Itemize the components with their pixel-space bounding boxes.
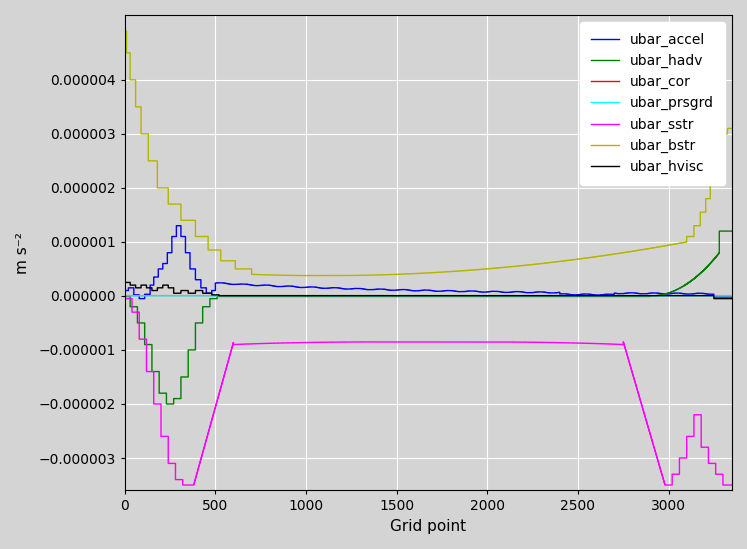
ubar_prsgrd: [695, 293, 704, 299]
X-axis label: Grid point: Grid point: [390, 519, 466, 534]
ubar_hvisc: [728, 295, 737, 302]
ubar_prsgrd: [728, 293, 737, 299]
ubar_hvisc: [120, 279, 129, 285]
ubar_hvisc: [551, 293, 560, 299]
ubar_accel: [552, 289, 561, 296]
ubar_hvisc: [695, 293, 704, 299]
ubar_hadv: [456, 293, 465, 300]
ubar_accel: [254, 282, 263, 289]
ubar_accel: [695, 290, 704, 296]
ubar_cor: [253, 293, 262, 299]
ubar_hadv: [253, 293, 262, 300]
ubar_cor: [710, 293, 719, 299]
ubar_bstr: [710, 158, 719, 164]
ubar_sstr: [253, 340, 262, 347]
ubar_hvisc: [456, 293, 465, 299]
ubar_hadv: [728, 228, 737, 234]
ubar_hadv: [695, 271, 704, 277]
ubar_accel: [456, 288, 465, 295]
ubar_prsgrd: [686, 293, 695, 299]
Line: ubar_hvisc: ubar_hvisc: [125, 282, 732, 299]
ubar_prsgrd: [551, 293, 560, 299]
ubar_hvisc: [710, 295, 719, 302]
ubar_bstr: [120, 28, 129, 35]
ubar_sstr: [179, 481, 187, 488]
ubar_prsgrd: [120, 293, 129, 299]
ubar_bstr: [456, 267, 465, 274]
ubar_hadv: [687, 277, 696, 284]
Line: ubar_hadv: ubar_hadv: [125, 231, 732, 404]
ubar_accel: [172, 222, 181, 229]
ubar_sstr: [552, 339, 561, 346]
ubar_cor: [695, 293, 704, 299]
ubar_hadv: [162, 401, 171, 407]
ubar_hadv: [710, 255, 719, 261]
ubar_bstr: [320, 272, 329, 279]
Line: ubar_accel: ubar_accel: [125, 226, 732, 299]
ubar_prsgrd: [456, 293, 465, 299]
ubar_prsgrd: [253, 293, 262, 299]
ubar_accel: [687, 291, 696, 298]
ubar_cor: [120, 293, 129, 299]
ubar_sstr: [710, 460, 719, 467]
ubar_cor: [686, 293, 695, 299]
ubar_accel: [120, 287, 129, 294]
ubar_cor: [551, 293, 560, 299]
ubar_sstr: [456, 339, 465, 345]
ubar_accel: [134, 295, 143, 302]
ubar_bstr: [695, 222, 704, 229]
ubar_bstr: [253, 271, 262, 278]
ubar_accel: [728, 294, 737, 300]
ubar_hadv: [552, 293, 561, 300]
ubar_hvisc: [253, 293, 262, 299]
ubar_cor: [456, 293, 465, 299]
Y-axis label: m s⁻²: m s⁻²: [15, 232, 30, 273]
ubar_hadv: [120, 293, 129, 300]
ubar_prsgrd: [710, 293, 719, 299]
ubar_sstr: [728, 481, 737, 488]
ubar_sstr: [695, 412, 704, 418]
ubar_hadv: [715, 228, 724, 234]
Line: ubar_bstr: ubar_bstr: [125, 31, 732, 276]
Legend: ubar_accel, ubar_hadv, ubar_cor, ubar_prsgrd, ubar_sstr, ubar_bstr, ubar_hvisc: ubar_accel, ubar_hadv, ubar_cor, ubar_pr…: [580, 22, 725, 185]
ubar_bstr: [552, 259, 561, 265]
Line: ubar_sstr: ubar_sstr: [125, 299, 732, 485]
ubar_cor: [728, 293, 737, 299]
ubar_bstr: [687, 233, 696, 240]
ubar_sstr: [120, 295, 129, 302]
ubar_hvisc: [710, 295, 719, 302]
ubar_bstr: [728, 125, 737, 132]
ubar_accel: [710, 294, 719, 300]
ubar_sstr: [687, 433, 696, 440]
ubar_hvisc: [686, 293, 695, 299]
